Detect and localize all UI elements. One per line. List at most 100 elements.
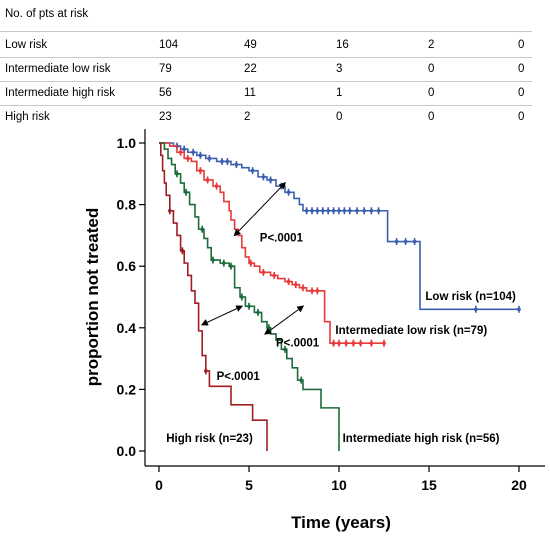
censor-dot-0 <box>304 208 309 213</box>
risk-row-label: Low risk <box>5 39 48 51</box>
y-tick-label: 0.4 <box>117 320 137 336</box>
censor-dot-0 <box>362 208 367 213</box>
risk-count: 1 <box>336 87 343 99</box>
censor-dot-0 <box>337 208 341 213</box>
risk-count: 49 <box>244 39 257 51</box>
censor-dot-0 <box>403 239 408 244</box>
censor-dot-0 <box>517 307 521 312</box>
censor-dot-1 <box>344 341 349 346</box>
censor-dot-0 <box>394 239 399 244</box>
censor-dot-2 <box>229 264 233 269</box>
y-tick-label: 0.0 <box>117 443 137 459</box>
censor-dot-1 <box>382 341 386 346</box>
risk-table-divider <box>0 31 532 32</box>
censor-dot-0 <box>268 178 273 182</box>
censor-dot-0 <box>191 150 195 155</box>
arrow-layer <box>200 182 305 335</box>
risk-count: 16 <box>336 39 349 51</box>
risk-count: 104 <box>159 39 179 51</box>
censor-dot-0 <box>326 208 331 213</box>
censor-dot-2 <box>283 347 287 352</box>
risk-table-header: No. of pts at risk <box>5 8 89 20</box>
risk-row-label: High risk <box>5 111 50 123</box>
annotation-label: Intermediate low risk (n=79) <box>335 325 487 337</box>
censor-dot-1 <box>315 289 320 293</box>
risk-count: 0 <box>428 63 435 75</box>
censor-dot-0 <box>207 156 212 161</box>
censor-dot-1 <box>272 273 277 278</box>
censor-dot-0 <box>412 239 417 244</box>
censor-dot-2 <box>175 172 179 176</box>
comparison-arrow <box>233 182 286 237</box>
risk-count: 0 <box>428 111 435 123</box>
x-axis-title: Time (years) <box>291 513 391 532</box>
censor-dot-0 <box>198 153 203 158</box>
annotation-label: High risk (n=23) <box>166 433 253 445</box>
censor-dot-1 <box>351 341 356 346</box>
risk-count: 56 <box>159 87 172 99</box>
x-tick-label: 20 <box>511 477 527 493</box>
series-line-0 <box>159 142 519 311</box>
comparison-arrow <box>200 305 244 326</box>
censor-dot-1 <box>249 261 253 265</box>
risk-count: 0 <box>518 87 525 99</box>
censor-dot-0 <box>315 208 320 213</box>
censor-dot-2 <box>256 310 260 315</box>
censor-dot-0 <box>234 162 239 167</box>
censor-dot-1 <box>337 341 341 346</box>
risk-count: 2 <box>428 39 435 51</box>
censor-dot-0 <box>369 208 374 213</box>
risk-count: 23 <box>159 111 172 123</box>
censor-dot-1 <box>178 150 183 155</box>
y-tick-label: 0.2 <box>117 381 137 397</box>
censor-dot-2 <box>240 295 244 299</box>
censor-dot-0 <box>261 175 266 179</box>
axes: 0.0 0.2 0.4 0.6 0.8 1.0 0 5 10 15 20 <box>117 129 545 493</box>
y-tick-label: 0.8 <box>117 197 137 213</box>
risk-count: 2 <box>244 111 251 123</box>
censor-dot-0 <box>355 208 359 213</box>
series-line-2 <box>159 142 340 451</box>
censor-dot-1 <box>205 178 210 182</box>
risk-count: 0 <box>336 111 343 123</box>
censor-dot-0 <box>376 208 381 213</box>
censor-dot-0 <box>225 159 230 164</box>
risk-count: 0 <box>518 63 525 75</box>
censor-dot-2 <box>267 326 271 330</box>
annotation-layer: P<.0001 P<.0001 P<.0001 High risk (n=23) Int… <box>166 233 516 445</box>
comparison-arrow <box>264 305 305 335</box>
risk-table-divider <box>0 57 532 58</box>
risk-count: 0 <box>518 39 525 51</box>
censor-dot-2 <box>299 378 304 382</box>
censor-dot-0 <box>321 208 325 213</box>
censor-dot-3 <box>168 208 172 213</box>
censor-dot-2 <box>211 258 215 262</box>
censor-dot-1 <box>331 341 336 346</box>
censor-dot-0 <box>286 190 291 195</box>
censor-dot-2 <box>184 190 188 195</box>
x-tick-label: 15 <box>421 477 437 493</box>
y-axis-title: proportion not treated <box>83 208 102 386</box>
series-line-3 <box>159 142 268 451</box>
censor-dot-1 <box>310 289 314 293</box>
censor-dot-0 <box>342 208 347 213</box>
censor-dot-1 <box>294 282 298 287</box>
y-tick-label: 0.6 <box>117 258 137 274</box>
risk-count: 3 <box>336 63 343 75</box>
risk-count: 0 <box>518 111 525 123</box>
censor-dot-0 <box>331 208 336 213</box>
censor-dot-1 <box>186 156 190 161</box>
censor-dot-3 <box>204 369 208 373</box>
x-tick-label: 10 <box>331 477 347 493</box>
censor-dot-1 <box>301 285 305 290</box>
x-tick-label: 5 <box>245 477 253 493</box>
x-tick-label: 0 <box>155 477 163 493</box>
risk-count: 0 <box>428 87 435 99</box>
censor-dot-0 <box>348 208 352 213</box>
censor-dot-2 <box>247 304 251 309</box>
risk-row-label: Intermediate low risk <box>5 63 111 75</box>
risk-count: 11 <box>244 87 256 99</box>
censor-dot-0 <box>250 168 255 173</box>
censor-dot-1 <box>358 341 363 346</box>
censor-dot-0 <box>220 159 224 164</box>
